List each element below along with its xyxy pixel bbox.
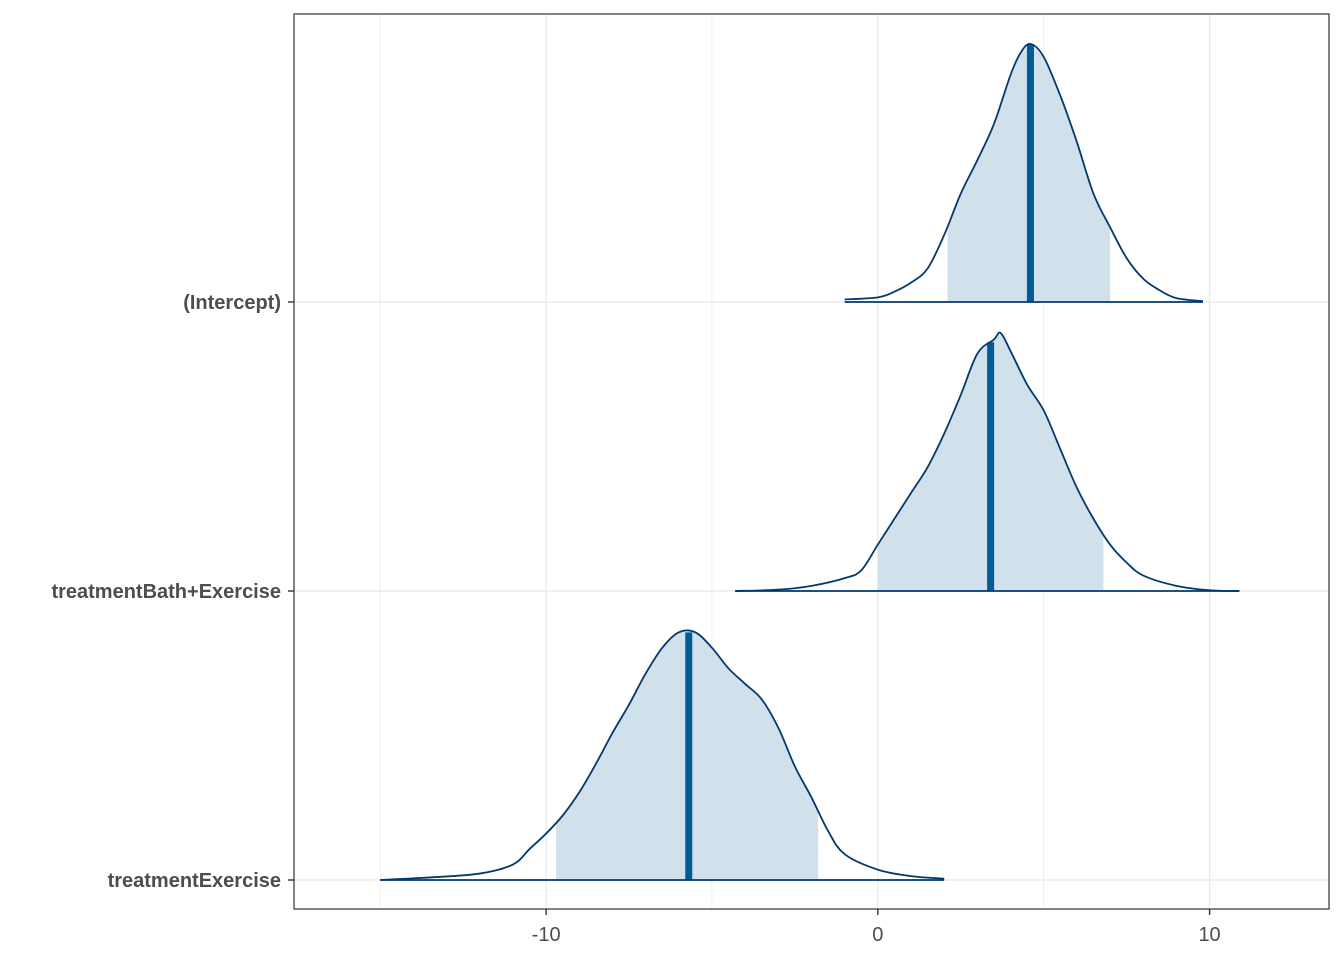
axes: (Intercept) treatmentBath+Exercise treatme… [51,292,1220,946]
density-curve [844,43,1204,303]
density-ridge [380,629,945,881]
density-ridge [844,43,1204,303]
density-curve [380,629,945,881]
density-series [380,43,1240,881]
density-curve [735,331,1240,592]
x-tick-label: 10 [1198,924,1220,946]
y-tick-label: treatmentExercise [108,870,281,892]
y-tick-label: treatmentBath+Exercise [51,581,281,603]
panel-border [293,13,1330,910]
x-tick-label: -10 [532,924,561,946]
y-tick-label: (Intercept) [183,292,281,314]
x-tick-label: 0 [872,924,883,946]
plot-panel [294,14,1329,909]
density-ridge [735,331,1240,592]
